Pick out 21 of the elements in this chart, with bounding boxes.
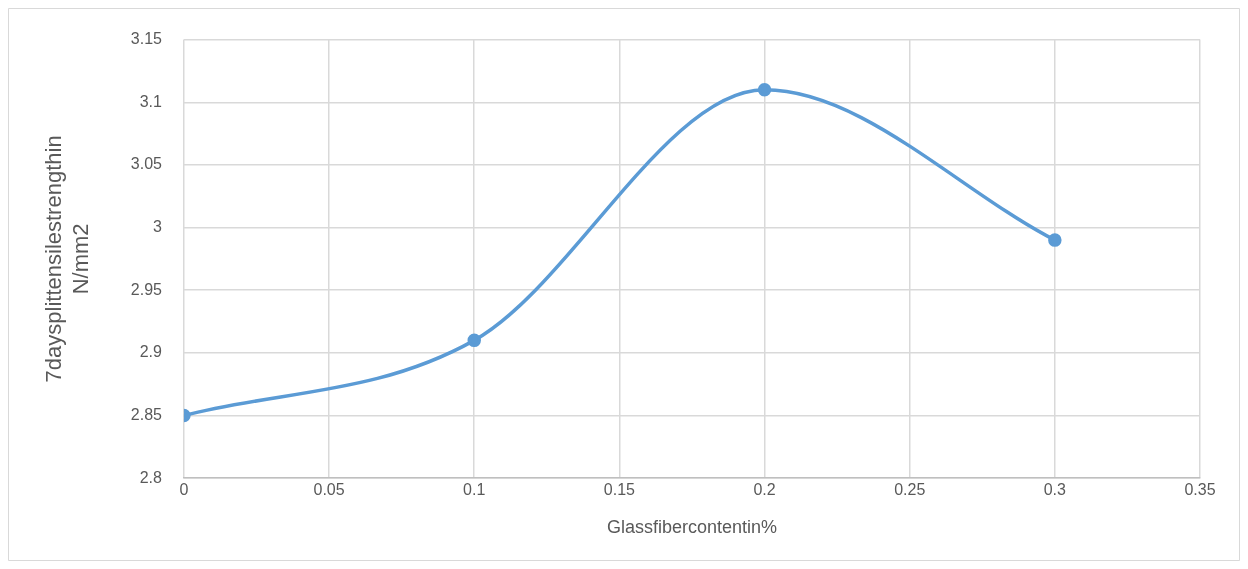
point	[1048, 233, 1062, 247]
y-tick-label: 3.05	[130, 155, 163, 173]
x-tick-label: 0.3	[1043, 481, 1067, 499]
x-tick-label: 0.1	[463, 481, 486, 499]
x-tick-label: 0.35	[1184, 481, 1216, 499]
point	[467, 333, 481, 348]
x-tick-label: 0.2	[753, 481, 776, 499]
point	[757, 82, 772, 97]
y-tick-label: 3.15	[130, 30, 163, 48]
y-axis-title: 7daysplittensilestrengthin N/mm2	[41, 135, 93, 383]
x-axis-title: Glassfibercontentin%	[606, 517, 778, 538]
y-tick-label: 3	[153, 217, 163, 235]
x-tick-label: 0	[179, 481, 189, 499]
y-tick-label: 3.1	[139, 92, 163, 110]
x-tick-label: 0.25	[894, 481, 926, 499]
y-tick-label: 2.85	[130, 405, 163, 423]
y-tick-label: 2.95	[130, 280, 163, 298]
y-tick-label: 2.9	[139, 343, 163, 361]
y-tick-label: 2.8	[139, 468, 163, 486]
x-tick-label: 0.15	[603, 481, 636, 499]
x-tick-label: 0.05	[313, 481, 345, 499]
